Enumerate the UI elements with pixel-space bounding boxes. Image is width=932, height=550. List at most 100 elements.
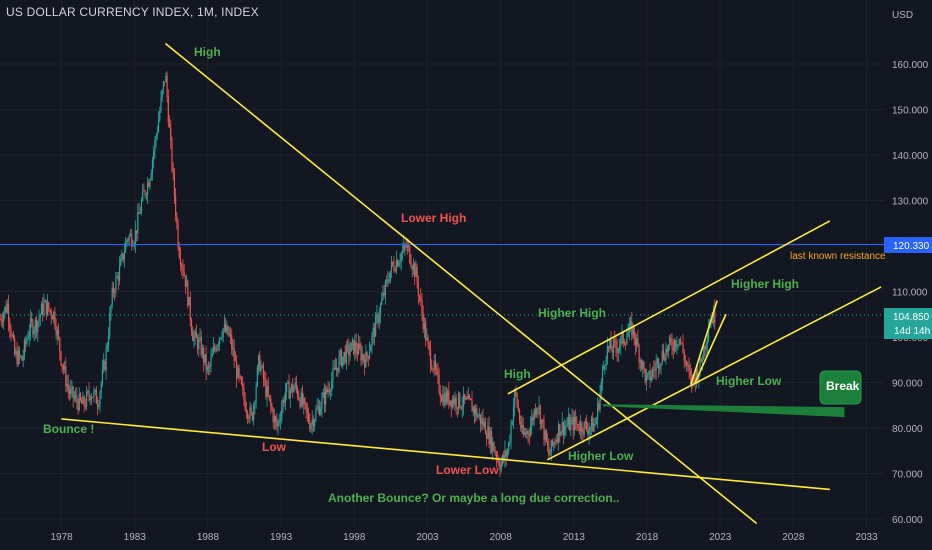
candle-body-96 xyxy=(116,275,118,278)
candle-body-396 xyxy=(482,418,484,427)
candle-body-142 xyxy=(172,169,174,172)
candle-body-148 xyxy=(179,257,182,265)
candle-body-284 xyxy=(345,344,347,363)
candle-body-321 xyxy=(390,261,393,271)
candle-body-282 xyxy=(343,352,345,357)
candle-body-404 xyxy=(492,442,494,452)
candle-body-332 xyxy=(404,244,406,247)
candle-body-198 xyxy=(240,377,243,385)
candle-body-125 xyxy=(151,159,154,173)
candle-body-503 xyxy=(612,339,615,353)
candle-body-575 xyxy=(700,358,702,362)
candle-body-247 xyxy=(300,392,302,407)
candle-body-360 xyxy=(438,374,440,392)
break-label-box xyxy=(819,370,862,405)
candle-body-84 xyxy=(101,369,104,384)
candle-body-44 xyxy=(53,311,55,320)
candle-body-379 xyxy=(461,406,463,409)
candle-body-171 xyxy=(207,366,210,368)
candle-body-462 xyxy=(562,421,565,435)
candle-body-46 xyxy=(55,325,57,336)
candle-body-311 xyxy=(378,315,380,323)
candle-body-114 xyxy=(138,212,140,214)
trendline-4 xyxy=(690,300,718,386)
candle-body-459 xyxy=(559,424,561,436)
resistance-price-tag xyxy=(884,237,932,253)
candle-body-235 xyxy=(286,383,288,393)
candle-body-131 xyxy=(159,110,161,120)
candle-body-439 xyxy=(534,409,537,415)
candle-body-570 xyxy=(694,376,696,384)
candle-body-190 xyxy=(231,335,233,350)
candle-body-555 xyxy=(676,345,678,348)
candle-body-176 xyxy=(214,347,216,349)
candle-body-8 xyxy=(9,321,11,329)
y-tick-7: 130.000 xyxy=(892,197,929,208)
candle-body-553 xyxy=(673,340,676,351)
candle-body-470 xyxy=(572,417,574,431)
candle-body-222 xyxy=(270,398,272,406)
candle-body-220 xyxy=(267,386,269,396)
annotation-high: High xyxy=(194,45,221,59)
candle-body-75 xyxy=(90,397,93,401)
annotation-higher-low-1: Higher Low xyxy=(568,449,634,463)
candle-body-448 xyxy=(545,430,548,442)
candle-body-82 xyxy=(99,392,101,406)
candle-body-294 xyxy=(357,343,360,355)
candle-body-397 xyxy=(483,421,485,427)
trendline-3 xyxy=(547,286,882,461)
candle-body-521 xyxy=(634,338,637,346)
candle-body-199 xyxy=(242,384,244,389)
candle-body-206 xyxy=(250,407,252,413)
candle-body-76 xyxy=(92,397,94,398)
candle-body-479 xyxy=(583,421,585,435)
y-tick-1: 70.000 xyxy=(892,470,923,481)
candle-body-578 xyxy=(704,346,706,350)
candle-body-445 xyxy=(542,419,544,422)
candle-body-461 xyxy=(561,421,563,432)
candle-body-356 xyxy=(433,360,435,371)
candle-body-387 xyxy=(471,400,473,412)
price-axis: 60.00070.00080.00090.000100.000110.00012… xyxy=(892,60,929,526)
candle-body-501 xyxy=(610,340,612,350)
candle-body-241 xyxy=(293,388,295,393)
candle-body-349 xyxy=(425,322,427,341)
candle-body-129 xyxy=(156,131,158,136)
candle-body-177 xyxy=(215,348,217,351)
candle-body-340 xyxy=(414,263,416,277)
candle-body-94 xyxy=(114,292,116,294)
candle-body-352 xyxy=(428,343,430,349)
candle-body-212 xyxy=(257,355,260,367)
candle-body-347 xyxy=(422,313,424,330)
candle-body-89 xyxy=(107,336,110,346)
candle-body-0 xyxy=(0,318,1,320)
candle-body-441 xyxy=(537,408,539,410)
candle-body-381 xyxy=(464,393,466,400)
candle-body-70 xyxy=(84,405,86,407)
candle-body-173 xyxy=(210,357,212,366)
candle-body-527 xyxy=(642,361,644,369)
candle-body-343 xyxy=(417,282,419,296)
candle-body-400 xyxy=(487,426,489,439)
candle-body-249 xyxy=(303,398,305,405)
candle-body-573 xyxy=(698,374,700,381)
candle-body-515 xyxy=(627,332,629,337)
candle-body-191 xyxy=(232,348,234,350)
candle-body-73 xyxy=(88,391,90,397)
candle-body-217 xyxy=(264,378,266,380)
candle-body-563 xyxy=(686,361,688,366)
candle-body-388 xyxy=(472,406,474,412)
candle-body-419 xyxy=(510,424,512,442)
candle-body-91 xyxy=(110,305,112,314)
candle-body-454 xyxy=(553,442,555,445)
candle-body-106 xyxy=(128,235,130,241)
annotation-footer: Another Bounce? Or maybe a long due corr… xyxy=(328,491,619,505)
candle-body-174 xyxy=(211,353,213,358)
candle-body-385 xyxy=(468,395,471,399)
candle-body-81 xyxy=(98,405,100,407)
candle-body-353 xyxy=(429,348,432,366)
candle-body-244 xyxy=(296,388,299,397)
candle-body-63 xyxy=(76,395,78,403)
candle-body-238 xyxy=(289,389,291,399)
candle-body-133 xyxy=(161,90,163,98)
